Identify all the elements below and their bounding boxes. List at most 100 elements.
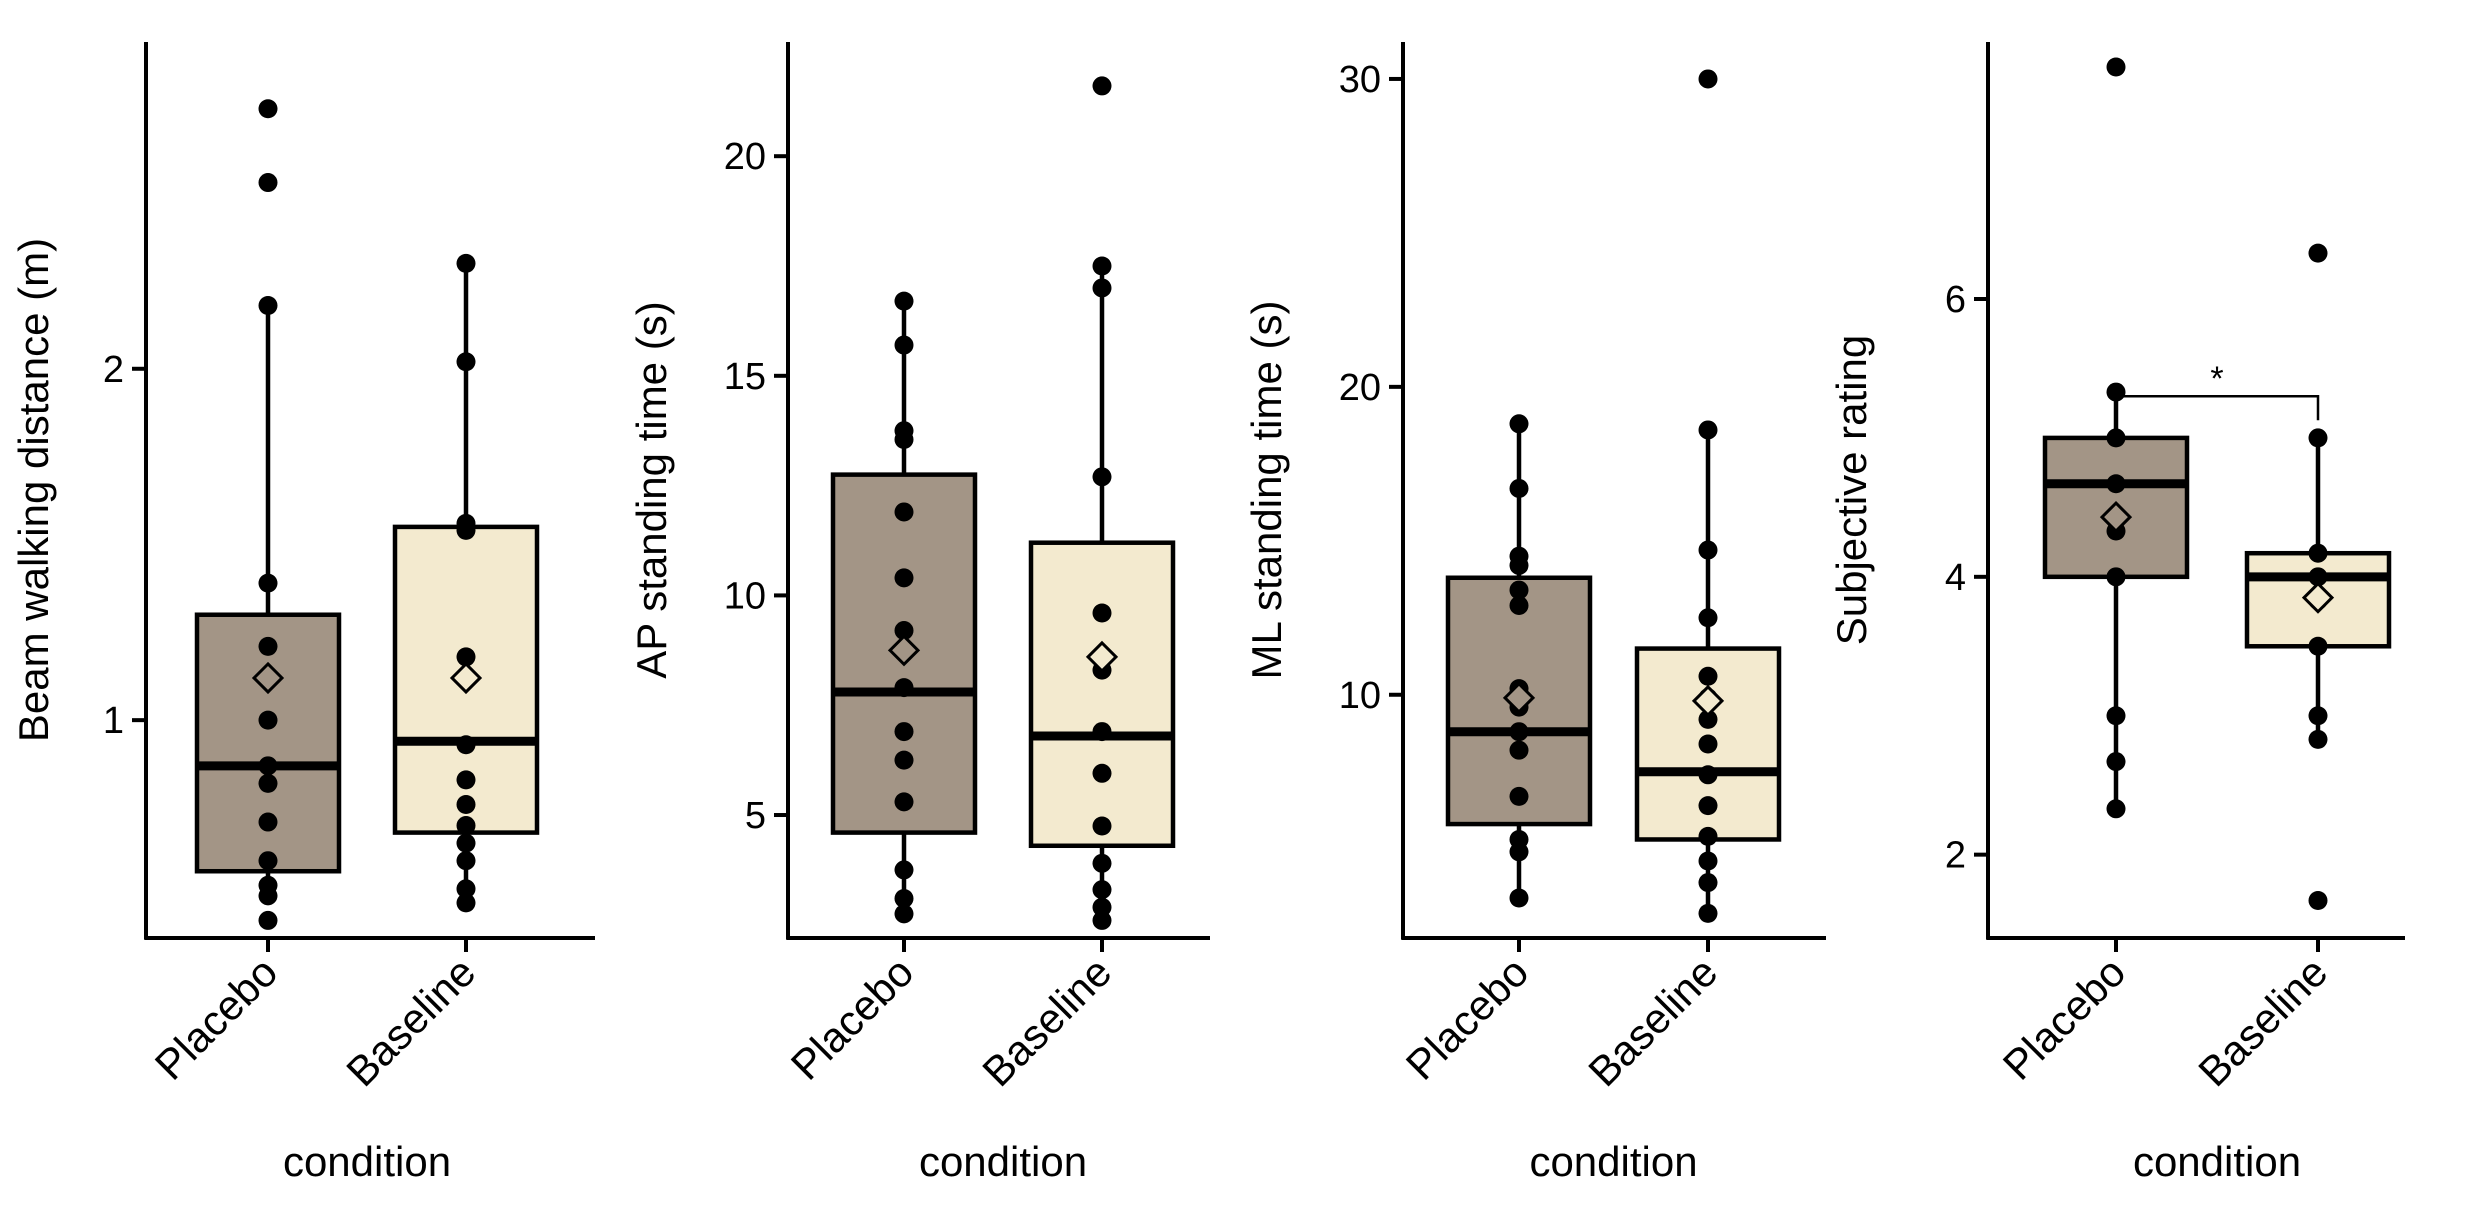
y-axis-title: AP standing time (s) <box>628 301 675 678</box>
data-point <box>1698 608 1718 628</box>
data-point <box>258 756 278 776</box>
data-point <box>1698 765 1718 785</box>
x-tick-label-placebo: Placebo <box>782 948 923 1089</box>
data-point <box>456 253 476 273</box>
data-point <box>1092 816 1112 836</box>
data-point <box>2106 567 2126 587</box>
x-tick-label-placebo: Placebo <box>1397 948 1538 1089</box>
y-tick-label: 10 <box>1339 675 1381 717</box>
subjective-rating-panel: 2 4 6 Subjective rating condition Placebo Base… <box>1828 42 2405 1185</box>
mean-diamond <box>2301 581 2335 614</box>
data-point <box>1092 467 1112 487</box>
data-point <box>894 792 914 812</box>
data-point <box>2308 729 2328 749</box>
data-point <box>894 335 914 355</box>
data-point <box>2106 428 2126 448</box>
data-point <box>1509 722 1529 742</box>
data-point <box>1092 853 1112 873</box>
data-point <box>1698 734 1718 754</box>
x-tick-label-baseline: Baseline <box>1579 948 1726 1095</box>
beam-walking-panel: 1 2 Beam walking distance (m) condition Plac… <box>10 42 595 1185</box>
data-point <box>258 875 278 895</box>
y-tick-label: 10 <box>724 575 766 617</box>
data-point <box>456 513 476 533</box>
data-point <box>1509 740 1529 760</box>
mean-diamond <box>1691 684 1725 718</box>
x-tick-label-baseline: Baseline <box>2189 948 2336 1095</box>
data-point <box>258 636 278 656</box>
significance-bracket <box>2114 394 2320 421</box>
data-point <box>1698 420 1718 440</box>
data-point <box>1698 851 1718 871</box>
data-point <box>456 794 476 814</box>
mean-diamond <box>1502 681 1536 714</box>
data-point <box>258 99 278 119</box>
data-point <box>456 647 476 667</box>
y-tick-label: 20 <box>1339 367 1381 409</box>
data-point <box>1698 709 1718 729</box>
data-point <box>456 851 476 871</box>
mean-diamond <box>887 634 921 667</box>
data-point <box>1509 595 1529 615</box>
data-point <box>1092 722 1112 742</box>
data-point <box>258 573 278 593</box>
data-point <box>2308 890 2328 910</box>
x-tick-label-placebo: Placebo <box>146 948 287 1089</box>
mean-diamond <box>2099 500 2133 534</box>
data-point <box>258 296 278 316</box>
box-baseline <box>1028 540 1176 849</box>
data-point <box>1092 76 1112 96</box>
x-axis-title: condition <box>283 1138 451 1185</box>
data-point <box>258 710 278 730</box>
data-point <box>2308 706 2328 726</box>
x-axis-title: condition <box>2133 1138 2301 1185</box>
data-point <box>1092 603 1112 623</box>
data-point <box>1698 873 1718 893</box>
data-point <box>1509 829 1529 849</box>
y-tick-label: 5 <box>745 795 766 837</box>
data-point <box>1092 256 1112 276</box>
y-tick-label: 15 <box>724 356 766 398</box>
data-point <box>2106 474 2126 494</box>
data-point <box>1698 69 1718 89</box>
mean-diamond <box>1085 640 1119 674</box>
data-point <box>1092 897 1112 917</box>
significance-label: * <box>2210 360 2223 398</box>
data-point <box>1092 763 1112 783</box>
data-point <box>258 773 278 793</box>
ap-standing-panel: 5 10 15 20 AP standing time (s) condition Plac… <box>628 42 1210 1185</box>
data-point <box>894 722 914 742</box>
data-point <box>1509 546 1529 566</box>
data-point <box>894 502 914 522</box>
data-point <box>1092 910 1112 930</box>
data-point <box>456 833 476 853</box>
data-point <box>894 888 914 908</box>
data-point <box>2106 706 2126 726</box>
x-tick-label-placebo: Placebo <box>1994 948 2135 1089</box>
data-point <box>1698 903 1718 923</box>
data-point <box>456 879 476 899</box>
y-tick-label: 1 <box>103 700 124 742</box>
data-point <box>258 910 278 930</box>
data-point <box>456 352 476 372</box>
data-point <box>894 750 914 770</box>
y-axis-title: ML standing time (s) <box>1243 301 1290 680</box>
data-point <box>1509 580 1529 600</box>
data-point <box>1509 478 1529 498</box>
data-point <box>1509 786 1529 806</box>
data-point <box>258 812 278 832</box>
data-point <box>894 421 914 441</box>
data-point <box>1698 826 1718 846</box>
x-axis-title: condition <box>1529 1138 1697 1185</box>
data-point <box>894 568 914 588</box>
data-point <box>1092 880 1112 900</box>
data-point <box>894 904 914 924</box>
data-point <box>456 735 476 755</box>
data-point <box>456 770 476 790</box>
data-point <box>1698 540 1718 560</box>
y-tick-label: 20 <box>724 136 766 178</box>
box-placebo <box>830 472 978 835</box>
data-point <box>1698 666 1718 686</box>
data-point <box>2308 428 2328 448</box>
